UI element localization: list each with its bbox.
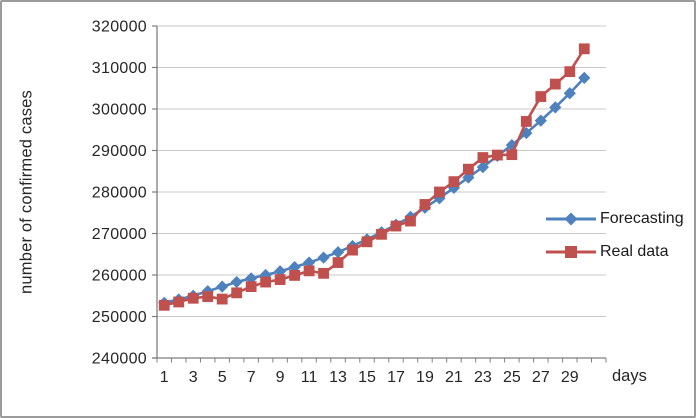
svg-text:250000: 250000 [92,309,147,326]
svg-text:320000: 320000 [92,19,147,36]
svg-text:25: 25 [503,369,521,386]
svg-text:15: 15 [358,369,376,386]
svg-text:23: 23 [474,369,492,386]
svg-text:290000: 290000 [92,143,147,160]
x-tick-labels: 1 3 5 7 9 11 13 15 17 19 21 23 25 27 29 [160,369,579,386]
svg-text:7: 7 [247,369,256,386]
svg-text:19: 19 [416,369,434,386]
svg-text:29: 29 [561,369,579,386]
diamond-marker-icon [546,212,596,226]
svg-text:270000: 270000 [92,226,147,243]
svg-text:280000: 280000 [92,185,147,202]
svg-text:13: 13 [329,369,347,386]
gridlines [157,25,606,359]
legend-item-forecasting: Forecasting [545,205,694,233]
svg-text:9: 9 [276,369,285,386]
legend: Forecasting Real data [545,205,694,266]
series-forecasting [158,71,591,309]
legend-label: Forecasting [600,210,684,227]
svg-text:300000: 300000 [92,102,147,119]
svg-text:240000: 240000 [92,351,147,368]
legend-label: Real data [600,243,669,260]
svg-text:260000: 260000 [92,268,147,285]
legend-item-real-data: Real data [545,238,694,266]
y-axis-title: number of confirmed cases [17,90,36,295]
series-real-data [158,43,590,311]
svg-text:3: 3 [189,369,198,386]
axes [152,25,607,363]
svg-text:1: 1 [160,369,169,386]
svg-text:11: 11 [301,369,318,386]
x-axis-title: days [612,367,647,385]
svg-text:310000: 310000 [92,60,147,77]
svg-text:21: 21 [445,369,463,386]
svg-text:17: 17 [387,369,405,386]
svg-text:5: 5 [218,369,227,386]
svg-text:27: 27 [532,369,550,386]
square-marker-icon [546,246,596,258]
y-tick-labels: 240000 250000 260000 270000 280000 290000 3000… [92,19,147,368]
